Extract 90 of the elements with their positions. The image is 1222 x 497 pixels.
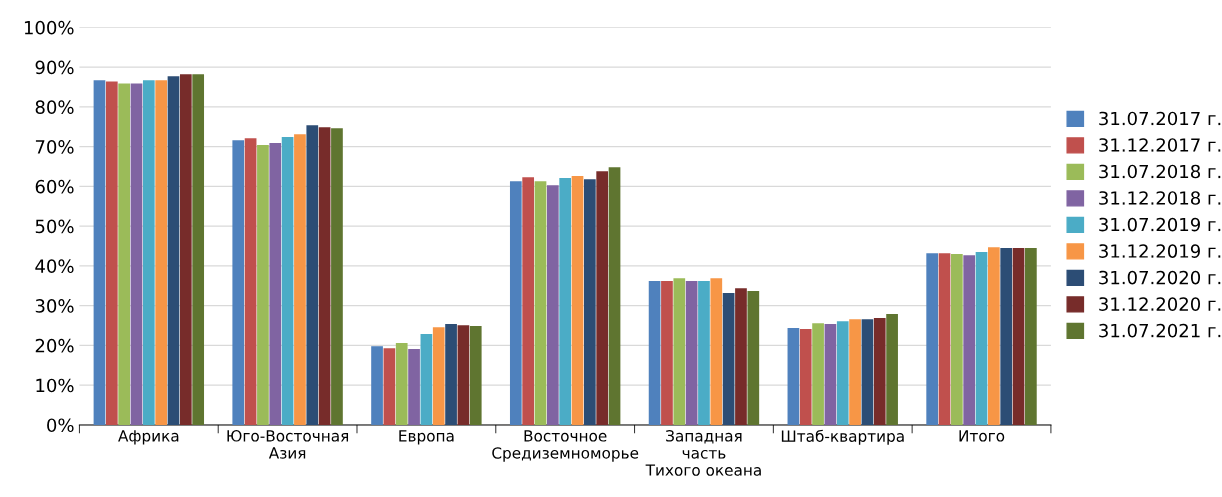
- y-tick-label: 50%: [35, 219, 74, 234]
- bar: [244, 138, 257, 425]
- bar: [559, 178, 572, 425]
- y-tick-label: 20%: [35, 338, 74, 353]
- bar: [1025, 248, 1037, 425]
- bar: [408, 348, 420, 425]
- bar: [836, 321, 849, 425]
- bar: [179, 74, 192, 425]
- bar: [938, 253, 951, 425]
- bar: [318, 127, 331, 425]
- bar: [812, 323, 824, 425]
- bar: [648, 281, 661, 425]
- bar: [710, 278, 723, 425]
- x-tick-label: Штаб-квартира: [781, 429, 904, 445]
- x-tick-label: Восточное Средиземноморье: [492, 430, 639, 462]
- x-tick-label: Африка: [118, 430, 179, 445]
- bar: [722, 292, 735, 425]
- legend-label: 31.07.2021 г.: [1099, 323, 1221, 338]
- bar: [306, 125, 319, 425]
- bar: [1000, 248, 1013, 425]
- bar: [118, 83, 131, 425]
- bar: [383, 348, 396, 425]
- bar: [167, 76, 180, 425]
- bar: [445, 323, 457, 425]
- bar: [522, 177, 535, 425]
- bar: [849, 319, 861, 425]
- bar: [509, 181, 522, 425]
- x-tick-label: Итого: [959, 430, 1005, 442]
- bar: [420, 333, 433, 425]
- legend-label: 31.12.2018 г.: [1099, 191, 1221, 205]
- legend-label: 31.12.2020 г.: [1099, 297, 1221, 311]
- bar: [886, 314, 898, 425]
- y-tick-label: 90%: [35, 60, 74, 75]
- bar: [963, 255, 976, 425]
- bar: [1012, 248, 1025, 425]
- bar: [269, 143, 282, 425]
- y-tick-label: 0%: [47, 418, 74, 433]
- legend-label: 31.07.2018 г.: [1099, 164, 1221, 179]
- legend-label: 31.07.2019 г.: [1099, 217, 1221, 232]
- bar: [105, 81, 118, 425]
- bar: [824, 323, 837, 425]
- y-tick-label: 30%: [35, 299, 74, 313]
- y-tick-label: 40%: [35, 259, 74, 274]
- bar: [130, 83, 143, 425]
- bar: [457, 325, 470, 425]
- bar: [192, 74, 205, 425]
- bar: [257, 145, 269, 425]
- bar: [571, 176, 584, 425]
- bar: [861, 319, 874, 425]
- bar: [735, 288, 747, 425]
- bar: [142, 80, 155, 425]
- bar: [799, 329, 812, 425]
- legend-label: 31.07.2020 г.: [1099, 270, 1221, 285]
- legend-label: 31.12.2017 г.: [1099, 138, 1221, 152]
- bar: [747, 290, 760, 425]
- y-tick-label: 80%: [35, 100, 74, 114]
- bar: [787, 327, 800, 425]
- x-tick-label: Западная часть Тихого океана: [645, 430, 761, 476]
- bar: [155, 80, 168, 425]
- y-tick-label: 60%: [35, 179, 74, 194]
- bar: [371, 346, 383, 425]
- bar: [546, 185, 559, 425]
- bar: [673, 278, 686, 425]
- y-tick-label: 70%: [35, 140, 74, 154]
- y-tick-label: 100%: [24, 20, 74, 35]
- bar: [975, 251, 988, 425]
- bar: [873, 317, 886, 425]
- bar: [698, 281, 710, 425]
- legend-label: 31.12.2019 г.: [1099, 244, 1221, 258]
- x-tick-label: Юго-Восточная Азия: [227, 430, 349, 459]
- bar: [395, 343, 408, 425]
- bar: [596, 171, 609, 425]
- bar: [432, 327, 445, 425]
- legend-label: 31.07.2017 г.: [1099, 111, 1221, 126]
- bar: [294, 134, 306, 425]
- bar: [93, 80, 106, 425]
- bar: [331, 128, 343, 425]
- bar: [951, 253, 963, 425]
- bar: [685, 281, 698, 425]
- x-tick-label: Европа: [399, 430, 454, 445]
- bar: [988, 247, 1000, 425]
- bar: [232, 140, 245, 425]
- bar: [608, 167, 621, 425]
- bar: [281, 137, 294, 425]
- bar: [583, 179, 596, 425]
- bar: [534, 181, 547, 425]
- bar: [926, 253, 939, 425]
- y-tick-label: 10%: [36, 378, 74, 393]
- bar: [661, 281, 673, 425]
- bar: [469, 325, 482, 425]
